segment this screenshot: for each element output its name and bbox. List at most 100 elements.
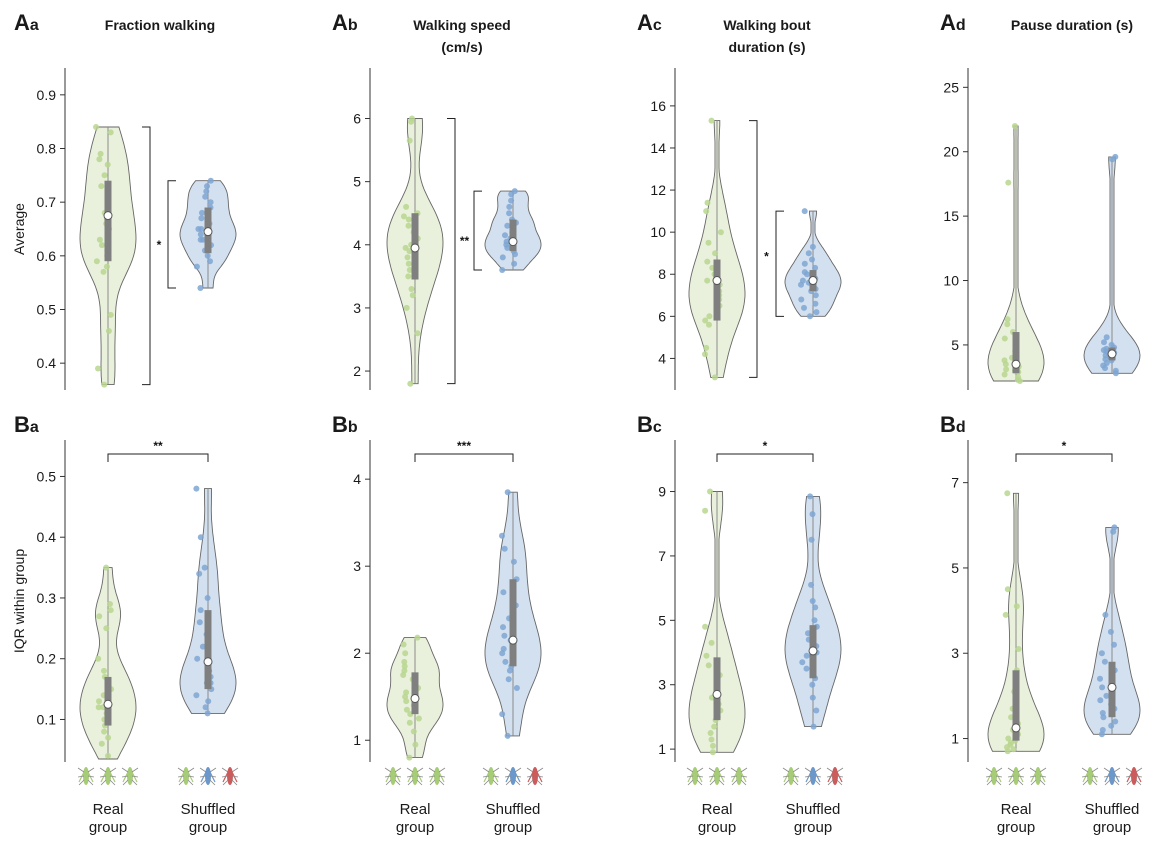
violin-real-group (386, 115, 444, 387)
significance-stars: * (157, 238, 162, 252)
fly-icon (1029, 767, 1047, 786)
data-point (707, 488, 713, 495)
data-point (404, 254, 411, 261)
data-point (202, 704, 209, 711)
y-tick-label: 15 (943, 208, 959, 224)
median-marker (1011, 359, 1021, 369)
bracket-shuffled (775, 210, 784, 317)
data-point (197, 231, 204, 238)
data-point (1101, 658, 1108, 665)
bracket-top (414, 453, 514, 462)
group-label: Shuffled (786, 801, 841, 818)
data-point (707, 730, 714, 736)
significance-stars: * (1062, 439, 1067, 453)
data-point (103, 625, 110, 632)
fly-legs (504, 767, 522, 786)
fly-icon (121, 767, 139, 786)
data-point (812, 300, 819, 307)
data-point (105, 328, 112, 334)
significance-stars: *** (457, 439, 471, 453)
bracket-top (1015, 453, 1113, 462)
data-point (704, 199, 711, 206)
data-point (406, 719, 413, 726)
bracket-real (142, 126, 151, 386)
data-point (809, 256, 815, 263)
fly-icon (221, 767, 239, 786)
data-point (197, 285, 204, 291)
fly-legs (482, 767, 500, 786)
data-point (512, 251, 518, 258)
data-point (197, 236, 204, 243)
data-point (813, 309, 820, 316)
panel-letter: Aa (14, 10, 39, 35)
data-point (95, 704, 102, 711)
iqr-box (509, 219, 517, 252)
data-point (703, 344, 710, 351)
data-point (809, 243, 816, 250)
median-marker (1011, 723, 1021, 733)
data-point (197, 607, 204, 614)
violin-shuffled-group (784, 208, 842, 320)
panel-ba: Ba 0.1 0.2 0.3 0.4 0.5 IQR within group ** (11, 412, 237, 762)
data-point (107, 601, 113, 607)
data-point (1097, 697, 1104, 704)
data-point (205, 698, 212, 705)
fly-legs (121, 767, 139, 786)
data-point (808, 581, 815, 588)
median-marker (712, 689, 722, 699)
data-point (709, 749, 716, 756)
fly-icon (1125, 767, 1143, 786)
panel-letter: Ad (940, 10, 966, 35)
group-label: Shuffled (486, 801, 541, 818)
data-point (197, 534, 204, 541)
panel-letter-sub: d (956, 419, 966, 436)
data-point (705, 239, 712, 246)
y-axis-label: IQR within group (11, 549, 27, 653)
panel-ad: Ad Pause duration (s) 5 10 15 20 25 (940, 10, 1141, 390)
iqr-box (1012, 332, 1020, 374)
data-point (510, 558, 517, 565)
data-point (1103, 334, 1110, 341)
data-point (506, 203, 513, 210)
data-point (1002, 611, 1009, 618)
y-tick-label: 7 (951, 475, 959, 491)
violin-real-group (688, 488, 746, 756)
data-point (708, 117, 715, 124)
data-point (801, 260, 808, 267)
iqr-box (104, 180, 112, 262)
data-point (196, 570, 203, 577)
panel-letter: Ba (14, 412, 39, 437)
fly-legs (77, 767, 95, 786)
data-point (706, 313, 713, 320)
data-point (717, 229, 724, 236)
iqr-box (713, 657, 721, 721)
violin-shuffled-group (179, 485, 237, 717)
median-marker (203, 657, 213, 667)
fly-legs (826, 767, 844, 786)
fly-icon (1007, 767, 1025, 786)
data-point (1004, 586, 1011, 593)
y-tick-label: 4 (353, 237, 361, 253)
group-label: group (794, 819, 832, 836)
data-point (813, 707, 820, 714)
data-point (403, 698, 410, 705)
fly-legs (1007, 767, 1025, 786)
data-point (207, 258, 213, 265)
panel-letter: Ab (332, 10, 358, 35)
y-tick-label: 2 (353, 645, 361, 661)
y-tick-label: 0.3 (37, 590, 57, 606)
data-point (1005, 735, 1012, 742)
data-point (107, 311, 114, 318)
data-point (1099, 684, 1106, 691)
data-point (703, 652, 710, 659)
median-marker (410, 693, 420, 703)
data-point (96, 156, 103, 163)
panel-ac: Ac Walking bout duration (s) 4 6 8 10 12 14 16 * (637, 10, 842, 390)
data-point (511, 260, 518, 267)
data-point (506, 210, 513, 217)
median-marker (203, 227, 213, 237)
data-point (809, 681, 816, 688)
bracket-shuffled (167, 180, 176, 289)
